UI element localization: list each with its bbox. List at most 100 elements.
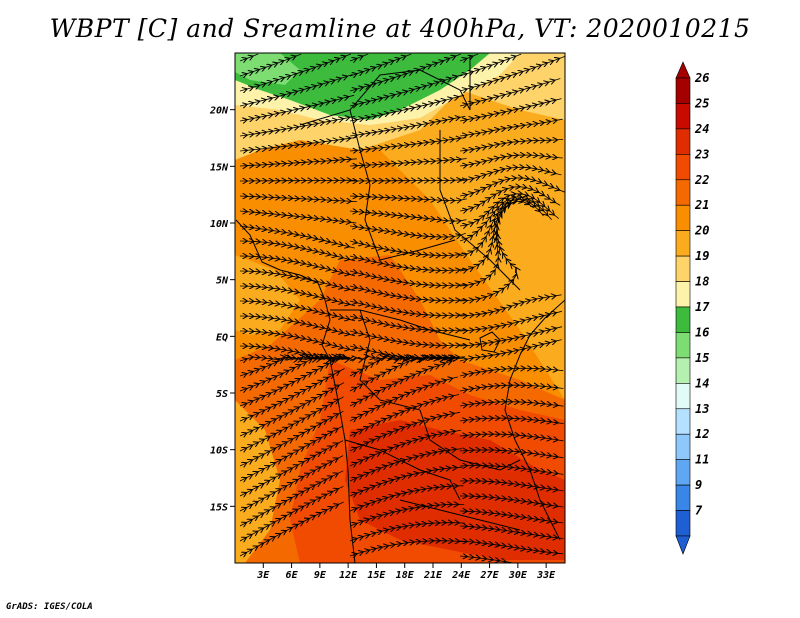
lat-tick-label: EQ (216, 332, 228, 343)
border-line-2 (349, 109, 381, 261)
country-borders (235, 55, 565, 563)
streamline (459, 541, 564, 554)
streamline (459, 481, 564, 491)
streamline (239, 159, 357, 166)
colorbar-swatch (675, 383, 691, 410)
streamline (349, 504, 465, 526)
streamline (459, 556, 512, 563)
colorbar-label: 20 (694, 224, 709, 238)
streamline (459, 466, 564, 475)
colorbar-label: 17 (695, 300, 710, 314)
streamline (459, 119, 563, 136)
colorbar-swatch (675, 103, 691, 130)
lon-tick-label: 33E (536, 570, 556, 581)
lake-victoria (479, 331, 501, 353)
streamline (239, 196, 357, 202)
streamline (459, 450, 564, 458)
border-line-9 (344, 439, 461, 501)
border-line-8 (419, 409, 521, 471)
colorbar-swatch (675, 357, 691, 384)
lat-tick-label: 5N (216, 276, 229, 287)
lon-tick-label: 18E (396, 570, 415, 581)
streamline (239, 116, 356, 136)
streamline (459, 402, 564, 406)
streamline (459, 434, 564, 441)
streamline (459, 418, 564, 424)
colorbar-swatch (675, 484, 691, 511)
streamline (459, 340, 562, 361)
streamline (349, 541, 466, 556)
streamline (239, 138, 357, 152)
lon-tick-label: 30E (508, 570, 528, 581)
colorbar-swatch (675, 408, 691, 435)
streamline (349, 196, 467, 201)
lon-tick-label: 24E (451, 570, 471, 581)
streamline (459, 368, 564, 376)
border-line-5 (379, 239, 456, 261)
colorbar-label: 13 (695, 402, 709, 416)
streamline (350, 179, 467, 181)
colorbar-top-triangle (675, 61, 691, 79)
grads-credit: GrADS: IGES/COLA (6, 602, 93, 612)
colorbar-swatch (675, 204, 691, 231)
lat-tick-label: 10S (210, 446, 228, 457)
colorbar-label: 22 (694, 173, 709, 187)
colorbar-swatch (675, 510, 691, 537)
border-line-1 (299, 69, 471, 126)
lat-tick-label: 5S (216, 389, 228, 400)
colorbar-label: 14 (695, 376, 709, 390)
colorbar-label: 7 (695, 504, 703, 518)
colorbar-swatch (675, 306, 691, 333)
streamline (460, 496, 564, 507)
colorbar-swatch (675, 77, 691, 104)
lon-tick-label: 12E (339, 570, 358, 581)
border-line-10 (399, 499, 521, 531)
lat-tick-label: 15N (210, 162, 229, 173)
colorbar-swatch (675, 230, 691, 257)
streamline (349, 211, 467, 221)
colorbar-swatch (675, 332, 691, 359)
streamline (459, 139, 564, 151)
lat-tick-label: 15S (210, 502, 228, 513)
streamline (349, 159, 467, 167)
west-africa-coastline (235, 219, 356, 563)
lon-tick-label: 15E (367, 570, 386, 581)
colorbar-label: 23 (694, 147, 709, 161)
streamline (459, 155, 563, 166)
colorbar-swatch (675, 128, 691, 155)
lon-tick-label: 9E (314, 570, 327, 581)
streamline (459, 526, 564, 539)
streamline (459, 99, 562, 121)
colorbar-swatch (675, 255, 691, 282)
east-africa-coastline (504, 299, 565, 541)
border-line-6 (330, 309, 471, 341)
border-line-7 (359, 309, 421, 411)
streamline (240, 180, 358, 181)
streamline (239, 501, 344, 556)
colorbar-label: 12 (695, 427, 709, 441)
map-frame (234, 52, 566, 564)
lat-tick-label: 20N (209, 106, 229, 117)
colorbar-bottom-triangle (675, 535, 691, 555)
colorbar-label: 25 (694, 96, 709, 110)
colorbar-label: 24 (694, 122, 709, 136)
lon-tick-label: 21E (423, 570, 443, 581)
colorbar-label: 9 (695, 478, 702, 492)
colorbar-label: 21 (694, 198, 709, 212)
colorbar-label: 11 (695, 453, 709, 467)
lon-tick-label: 27E (480, 570, 500, 581)
colorbar-label: 16 (695, 325, 709, 339)
colorbar-swatch (675, 459, 691, 486)
axis-ticks: 20N 15N 10N 5N EQ 5S 10S 15S 3E 6E 9E 12E 15E 18E 21E 2… (209, 106, 556, 581)
lon-tick-label: 6E (286, 570, 299, 581)
chart-title: WBPT [C] and Sreamline at 400hPa, VT: 20… (49, 14, 751, 43)
colorbar-label: 18 (695, 275, 709, 289)
colorbar-swatch (675, 154, 691, 181)
lat-tick-label: 10N (210, 219, 229, 230)
streamline (459, 511, 564, 523)
streamline (349, 116, 466, 136)
colorbar: 26 25 24 23 22 21 20 19 18 17 16 15 14 13 12 11 9 7 (675, 61, 710, 555)
streamline (459, 385, 564, 391)
streamline (349, 138, 467, 152)
